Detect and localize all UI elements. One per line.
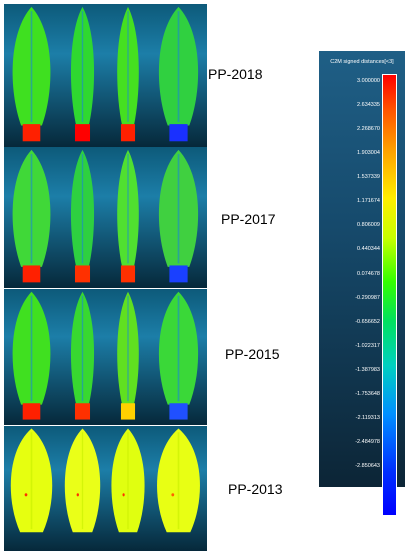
leaf-stem [169,265,188,283]
scan-panel-r3-c2 [59,289,106,425]
color-scale-tick-label: 0.074678 [357,270,380,277]
scan-panel-r1-c1 [4,4,59,147]
row-label-pp-2013: PP-2013 [228,481,283,497]
scan-panel-r2-c1 [4,147,59,288]
scan-panel-r4-c3 [106,426,150,551]
leaf-stem [22,265,41,283]
color-scale-tick-label: -1.753648 [355,390,380,397]
color-scale-tick-label: 0.806009 [357,222,380,229]
scan-panel-r2-c4 [150,147,207,288]
leaf-stem [169,124,188,142]
scan-panel-r4-c2 [59,426,106,551]
color-scale-tick-label: -2.850643 [355,463,380,469]
leaf-stem [120,403,136,420]
color-scale-tick-label: 1.537339 [357,174,380,181]
leaf-stem [120,124,136,142]
color-scale-tick-label: -0.290987 [355,294,380,301]
color-scale-tick-label: -2.119313 [355,414,380,421]
scan-panel-r3-c4 [150,289,207,425]
scan-panel-r4-c1 [4,426,59,551]
scan-panel-r2-c3 [106,147,150,288]
color-scale-title: C2M signed distances[<3] [330,59,394,65]
color-scale-tick-label: -1.022317 [355,342,380,349]
scan-panel-r3-c3 [106,289,150,425]
color-scale-tick-label: 0.440344 [357,246,380,253]
leaf-stem [22,403,41,420]
scan-grid [4,4,207,551]
leaf-spot [24,493,28,497]
color-scale-tick-label: 2.268670 [357,126,380,133]
row-label-pp-2018: PP-2018 [208,66,263,82]
scan-panel-r1-c3 [106,4,150,147]
color-scale-gradient-bar [382,74,397,516]
leaf-stem [74,403,91,420]
color-scale-legend: C2M signed distances[<3] 3.000000 2.63433… [319,51,405,516]
scan-panel-r4-c4 [150,426,207,551]
row-label-pp-2015: PP-2015 [225,346,280,362]
leaf-stem [169,403,188,420]
leaf-stem [74,124,91,142]
scan-panel-r3-c1 [4,289,59,425]
row-label-pp-2017: PP-2017 [221,211,276,227]
color-scale-tick-label: -1.387983 [355,366,380,373]
color-scale-tick-label: 1.903004 [357,150,380,157]
color-scale-tick-label: 1.171674 [357,198,380,205]
leaf-spot [122,493,125,497]
leaf-stem [120,265,136,283]
leaf-stem [74,265,91,283]
color-scale-tick-label: 2.634335 [357,102,380,109]
color-scale-tick-label: 3.000000 [357,78,380,84]
color-scale-tick-label: -0.656652 [355,318,380,325]
scan-panel-r1-c2 [59,4,106,147]
color-scale-tick-label: -2.484978 [355,438,380,445]
leaf-spot [76,493,79,497]
scan-panel-r2-c2 [59,147,106,288]
leaf-spot [171,493,175,497]
scan-panel-r1-c4 [150,4,207,147]
leaf-stem [22,124,41,142]
